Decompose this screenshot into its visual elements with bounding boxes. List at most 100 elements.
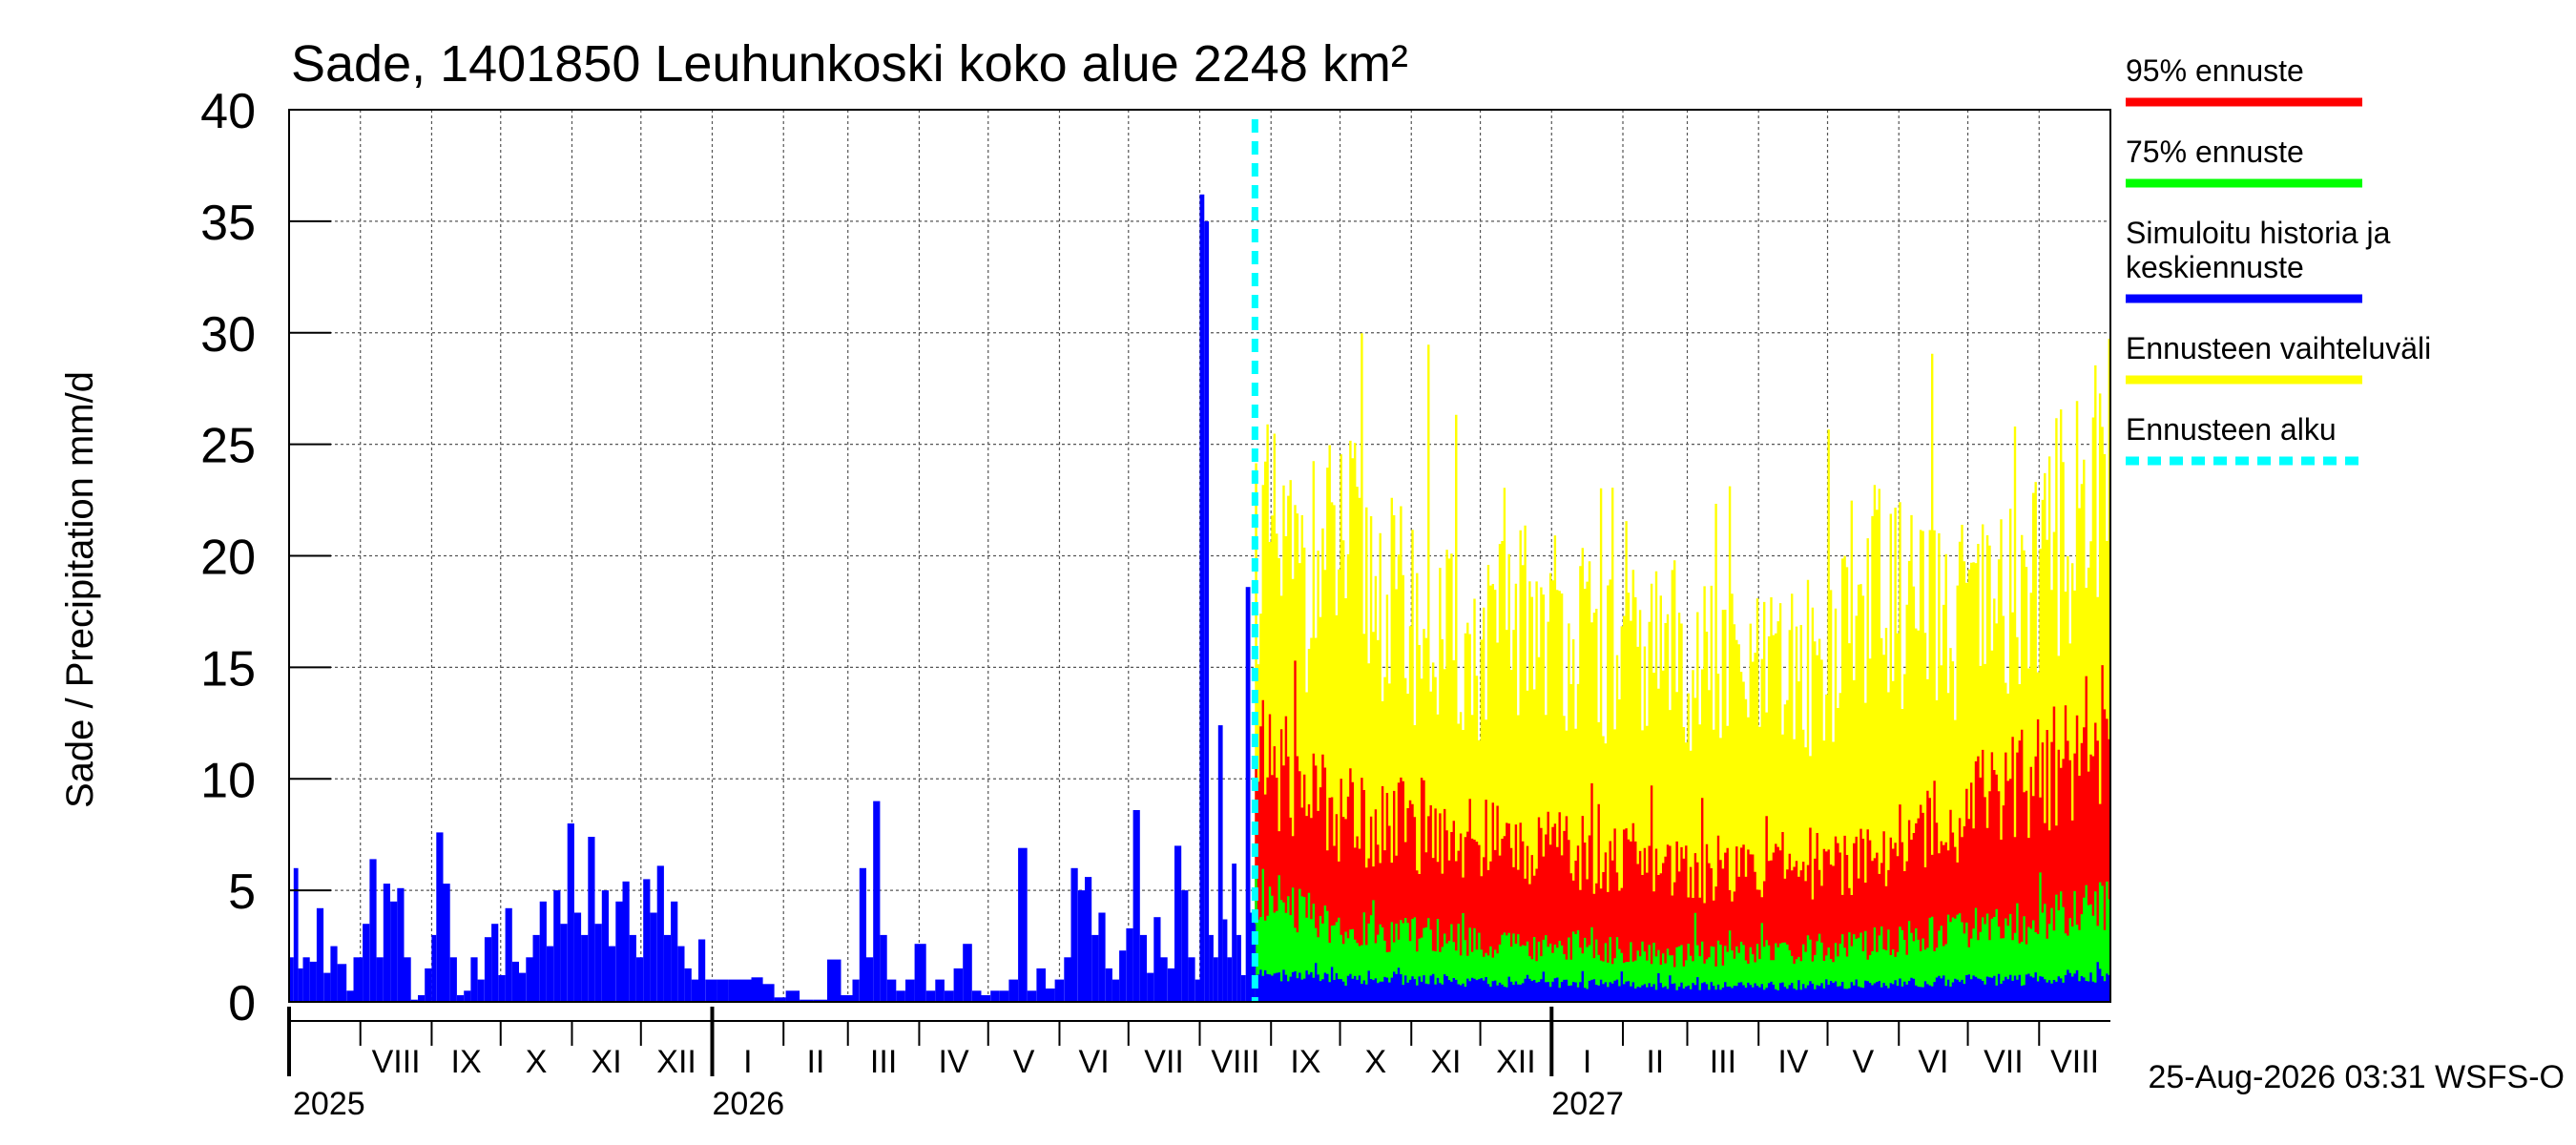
y-tick-label: 20 bbox=[200, 531, 256, 586]
history-bar bbox=[1214, 957, 1218, 1003]
history-bar bbox=[498, 975, 506, 1002]
month-label: V bbox=[1853, 1044, 1875, 1080]
month-label: VI bbox=[1079, 1044, 1110, 1080]
history-bar bbox=[1153, 917, 1161, 1002]
history-bar bbox=[511, 961, 519, 1002]
history-bar bbox=[953, 968, 964, 1002]
history-bar bbox=[762, 984, 775, 1002]
history-bar bbox=[827, 959, 841, 1002]
history-bar bbox=[1222, 919, 1228, 1002]
history-bar bbox=[751, 977, 763, 1002]
history-bar bbox=[1167, 968, 1174, 1002]
history-bar bbox=[553, 890, 561, 1002]
history-bar bbox=[397, 887, 405, 1002]
history-bar bbox=[1209, 934, 1214, 1002]
history-bar bbox=[1046, 989, 1055, 1002]
history-bar bbox=[330, 946, 338, 1002]
history-bar bbox=[505, 907, 512, 1002]
month-label: XI bbox=[1430, 1044, 1461, 1080]
legend-label: Ennusteen vaihteluväli bbox=[2126, 331, 2431, 365]
history-bar bbox=[813, 999, 828, 1002]
history-bar bbox=[945, 990, 954, 1002]
month-label: VIII bbox=[1211, 1044, 1259, 1080]
month-label: X bbox=[1365, 1044, 1387, 1080]
history-bar bbox=[449, 957, 457, 1003]
history-bar bbox=[643, 879, 651, 1002]
history-bar bbox=[457, 995, 465, 1002]
history-bar bbox=[1132, 810, 1140, 1002]
month-label: XI bbox=[592, 1044, 622, 1080]
month-label: IV bbox=[1777, 1044, 1808, 1080]
history-bar bbox=[443, 884, 450, 1002]
history-bar bbox=[728, 979, 740, 1002]
legend-label: 95% ennuste bbox=[2126, 53, 2304, 88]
month-label: I bbox=[743, 1044, 752, 1080]
history-bar bbox=[316, 907, 324, 1002]
history-bar bbox=[390, 901, 398, 1002]
history-bar bbox=[935, 979, 945, 1002]
plot-axes bbox=[287, 109, 2111, 1076]
history-bar bbox=[663, 934, 672, 1002]
month-label: I bbox=[1583, 1044, 1591, 1080]
history-bar bbox=[1018, 847, 1028, 1002]
history-bar bbox=[963, 944, 972, 1002]
history-bar bbox=[650, 912, 657, 1002]
history-bar bbox=[1240, 975, 1246, 1002]
history-bar bbox=[376, 957, 384, 1003]
y-tick-label: 35 bbox=[200, 196, 256, 251]
history-bar bbox=[691, 979, 698, 1002]
year-label: 2027 bbox=[1551, 1086, 1624, 1122]
history-bar bbox=[739, 979, 752, 1002]
history-bar bbox=[1160, 957, 1168, 1003]
history-bar bbox=[1188, 957, 1195, 1003]
month-label: II bbox=[1646, 1044, 1664, 1080]
history-bar bbox=[698, 939, 706, 1002]
history-bar bbox=[684, 968, 692, 1002]
y-tick-label: 5 bbox=[228, 864, 256, 920]
history-bar bbox=[971, 990, 982, 1002]
y-tick-label: 40 bbox=[200, 84, 256, 139]
history-bar bbox=[1204, 220, 1210, 1002]
history-bar bbox=[999, 990, 1009, 1002]
history-bar bbox=[309, 961, 317, 1002]
history-and-median-bars bbox=[289, 194, 2110, 1003]
history-bar bbox=[925, 990, 936, 1002]
history-bar bbox=[622, 881, 630, 1002]
history-bar bbox=[1139, 934, 1147, 1002]
history-bar bbox=[896, 990, 905, 1002]
month-label: III bbox=[1710, 1044, 1736, 1080]
y-tick-label: 10 bbox=[200, 753, 256, 808]
history-bar bbox=[1236, 934, 1241, 1002]
history-bar bbox=[1119, 950, 1127, 1002]
history-bar bbox=[1217, 725, 1223, 1002]
month-label: II bbox=[807, 1044, 825, 1080]
month-label: VII bbox=[1144, 1044, 1184, 1080]
history-bar bbox=[567, 823, 574, 1002]
history-bar bbox=[1070, 867, 1078, 1003]
history-bar bbox=[671, 901, 678, 1002]
month-label: VIII bbox=[2050, 1044, 2099, 1080]
history-bar bbox=[470, 957, 478, 1003]
history-bar bbox=[866, 957, 874, 1003]
chart-title: Sade, 1401850 Leuhunkoski koko alue 2248… bbox=[291, 35, 1408, 93]
history-bar bbox=[609, 946, 616, 1002]
history-bar bbox=[346, 990, 354, 1002]
forecast-95-series bbox=[1255, 660, 2110, 1002]
history-bar bbox=[800, 999, 814, 1002]
history-bar bbox=[302, 957, 310, 1003]
year-labels: 2025 2026 2027 bbox=[293, 1086, 1624, 1122]
history-bar bbox=[547, 946, 554, 1002]
history-bar bbox=[1098, 912, 1106, 1002]
history-bar bbox=[519, 972, 527, 1002]
history-bar bbox=[1232, 864, 1236, 1002]
history-bar bbox=[1181, 890, 1189, 1002]
month-label: VI bbox=[1918, 1044, 1948, 1080]
history-bar bbox=[383, 884, 390, 1002]
legend: 95% ennuste 75% ennuste Simuloitu historia… bbox=[2126, 53, 2431, 466]
history-bar bbox=[1077, 890, 1085, 1002]
history-bar bbox=[1195, 979, 1200, 1002]
legend-label: keskiennuste bbox=[2126, 250, 2304, 284]
history-bar bbox=[677, 946, 685, 1002]
history-bar bbox=[581, 934, 589, 1002]
history-bar bbox=[477, 979, 485, 1002]
